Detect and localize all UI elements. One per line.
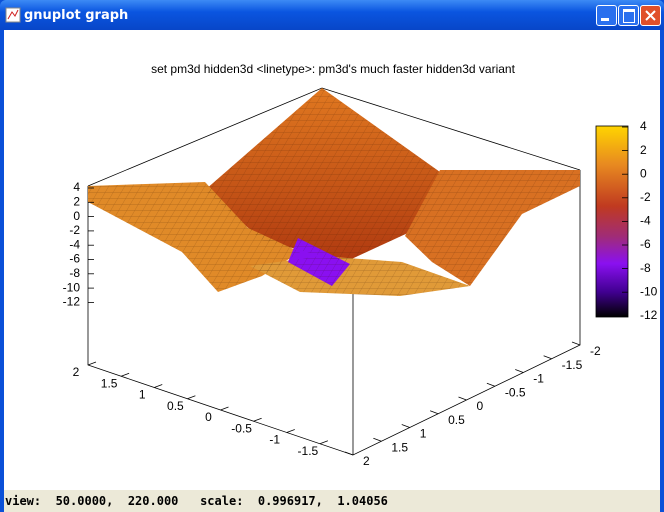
- colorbar-tick-label: -6: [640, 237, 651, 251]
- y-tick-label: -1.5: [562, 358, 583, 372]
- y-tick: [458, 396, 467, 401]
- z-tick-label: -12: [63, 295, 81, 309]
- x-tick: [120, 372, 130, 377]
- y-tick: [571, 341, 581, 346]
- colorbar-tick-label: 4: [640, 119, 647, 133]
- y-tick-label: 0.5: [448, 413, 465, 427]
- z-tick-label: 0: [73, 209, 80, 223]
- x-tick: [220, 406, 229, 411]
- y-tick: [515, 369, 524, 373]
- app-icon: [5, 7, 21, 23]
- z-tick-label: -4: [69, 237, 80, 251]
- x-tick: [87, 361, 97, 366]
- y-tick-label: 1.5: [391, 440, 408, 454]
- plot-area: set pm3d hidden3d <linetype>: pm3d's muc…: [4, 30, 660, 490]
- x-tick-label: 0: [205, 410, 212, 424]
- z-tick-label: -10: [63, 280, 81, 294]
- x-tick: [154, 384, 163, 388]
- x-tick-label: 1.5: [101, 376, 118, 390]
- z-tick-label: -8: [69, 266, 80, 280]
- minimize-button[interactable]: [596, 5, 617, 26]
- y-tick: [373, 437, 382, 442]
- z-tick-label: 4: [73, 180, 80, 194]
- plot-title: set pm3d hidden3d <linetype>: pm3d's muc…: [151, 62, 516, 76]
- x-tick-label: -1: [269, 433, 280, 447]
- x-tick-label: -1.5: [298, 444, 319, 458]
- x-tick-label: 1: [139, 388, 146, 402]
- y-tick-label: 2: [363, 454, 370, 468]
- plot: set pm3d hidden3d <linetype>: pm3d's muc…: [63, 62, 658, 468]
- y-tick: [429, 410, 439, 415]
- colorbar-tick-label: 0: [640, 166, 647, 180]
- colorbar-tick-label: -10: [640, 284, 658, 298]
- y-tick: [401, 424, 410, 428]
- surface: [88, 88, 580, 296]
- y-tick-label: 1: [420, 427, 427, 441]
- status-bar: view: 50.0000, 220.000 scale: 0.996917, …: [4, 490, 660, 512]
- status-text: view: 50.0000, 220.000 scale: 0.996917, …: [5, 494, 388, 508]
- x-tick: [253, 417, 262, 422]
- window-title: gnuplot graph: [24, 8, 129, 23]
- y-tick-label: 0: [477, 399, 484, 413]
- x-tick: [187, 395, 196, 400]
- x-tick: [286, 429, 295, 433]
- title-bar: gnuplot graph: [0, 0, 664, 30]
- z-tick-label: -2: [69, 223, 80, 237]
- colorbar-tick-label: -12: [640, 308, 658, 322]
- y-tick-label: -1: [533, 372, 544, 386]
- maximize-button[interactable]: [618, 5, 639, 26]
- y-tick-label: -0.5: [505, 385, 526, 399]
- z-tick-label: -6: [69, 252, 80, 266]
- colorbar-tick-label: -8: [640, 261, 651, 275]
- x-tick-label: 0.5: [167, 399, 184, 413]
- y-tick-label: -2: [590, 344, 601, 358]
- x-tick-label: 2: [73, 365, 80, 379]
- x-tick-label: -0.5: [231, 421, 252, 435]
- y-tick: [344, 451, 354, 456]
- y-tick: [543, 355, 552, 360]
- colorbar-tick-label: 2: [640, 143, 647, 157]
- z-tick-label: 2: [73, 194, 80, 208]
- x-tick: [319, 440, 329, 445]
- y-tick: [486, 382, 496, 387]
- colorbar-tick-label: -2: [640, 190, 651, 204]
- close-button[interactable]: [640, 5, 661, 26]
- colorbar-tick-label: -4: [640, 214, 651, 228]
